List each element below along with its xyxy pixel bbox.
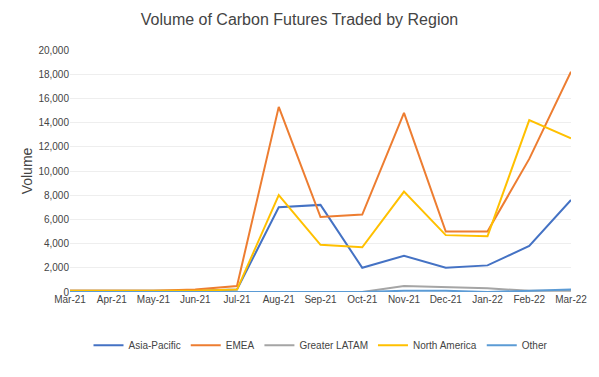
svg-text:10,000: 10,000 xyxy=(38,166,69,177)
svg-text:18,000: 18,000 xyxy=(38,69,69,80)
svg-text:Aug-21: Aug-21 xyxy=(263,294,296,305)
svg-text:14,000: 14,000 xyxy=(38,117,69,128)
svg-text:Greater LATAM: Greater LATAM xyxy=(299,340,368,351)
svg-text:12,000: 12,000 xyxy=(38,141,69,152)
svg-text:Mar-21: Mar-21 xyxy=(54,294,86,305)
svg-text:Sep-21: Sep-21 xyxy=(304,294,337,305)
svg-text:Jan-22: Jan-22 xyxy=(472,294,503,305)
svg-text:6,000: 6,000 xyxy=(44,214,69,225)
svg-text:May-21: May-21 xyxy=(137,294,171,305)
svg-text:Volume: Volume xyxy=(19,147,35,194)
svg-text:North America: North America xyxy=(413,340,477,351)
svg-text:16,000: 16,000 xyxy=(38,93,69,104)
svg-text:Jun-21: Jun-21 xyxy=(180,294,211,305)
svg-text:Apr-21: Apr-21 xyxy=(97,294,127,305)
svg-text:2,000: 2,000 xyxy=(44,262,69,273)
svg-text:Volume of Carbon Futures Trade: Volume of Carbon Futures Traded by Regio… xyxy=(141,11,459,28)
svg-text:Asia-Pacific: Asia-Pacific xyxy=(129,340,181,351)
svg-text:Mar-22: Mar-22 xyxy=(555,294,587,305)
svg-text:EMEA: EMEA xyxy=(226,340,255,351)
svg-text:20,000: 20,000 xyxy=(38,45,69,56)
svg-text:Oct-21: Oct-21 xyxy=(347,294,377,305)
svg-text:Other: Other xyxy=(522,340,548,351)
svg-text:Nov-21: Nov-21 xyxy=(388,294,421,305)
svg-text:8,000: 8,000 xyxy=(44,190,69,201)
svg-text:Feb-22: Feb-22 xyxy=(513,294,545,305)
svg-text:0: 0 xyxy=(63,287,69,298)
svg-text:4,000: 4,000 xyxy=(44,238,69,249)
svg-text:Dec-21: Dec-21 xyxy=(430,294,463,305)
svg-text:Jul-21: Jul-21 xyxy=(223,294,251,305)
